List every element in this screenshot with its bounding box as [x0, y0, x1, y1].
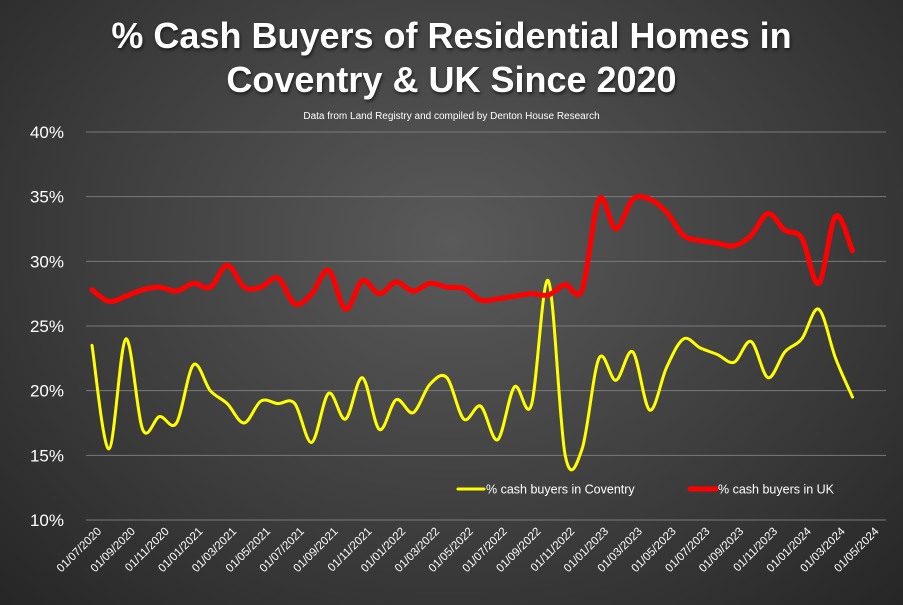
y-tick-label: 10%: [30, 511, 64, 530]
y-tick-label: 15%: [30, 446, 64, 465]
y-tick-label: 35%: [30, 188, 64, 207]
legend-coventry-label: % cash buyers in Coventry: [486, 483, 635, 497]
chart-subtitle: Data from Land Registry and compiled by …: [303, 111, 600, 122]
y-tick-label: 20%: [30, 382, 64, 401]
legend-uk-label: % cash buyers in UK: [718, 483, 835, 497]
chart-title-line-1: % Cash Buyers of Residential Homes in: [111, 15, 792, 56]
series-line-uk: [89, 194, 855, 312]
series-line-coventry: [90, 279, 854, 472]
y-tick-label: 25%: [30, 317, 64, 336]
chart-title-line-2: Coventry & UK Since 2020: [226, 59, 677, 100]
y-tick-label: 30%: [30, 252, 64, 271]
y-tick-label: 40%: [30, 123, 64, 142]
chart-title: % Cash Buyers of Residential Homes in Co…: [0, 14, 903, 102]
